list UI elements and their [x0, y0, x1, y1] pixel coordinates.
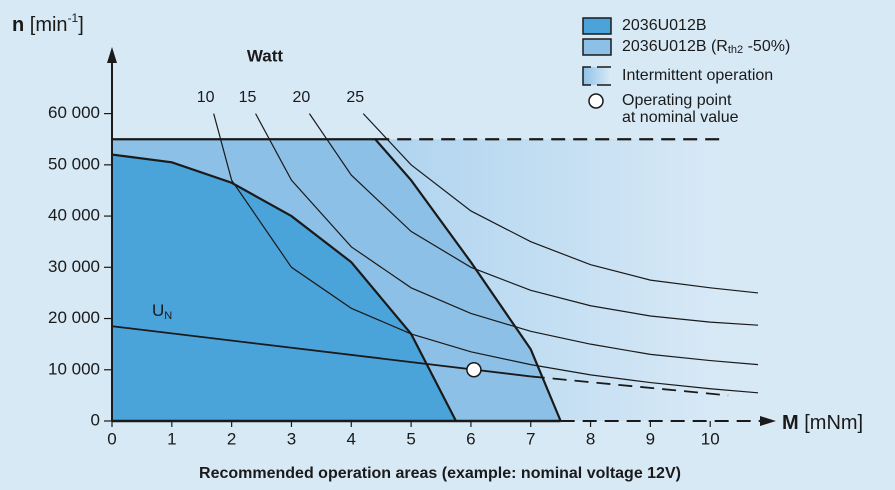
legend-label-part: Intermittent operation [622, 67, 773, 84]
y-tick-label: 40 000 [48, 206, 100, 225]
area [112, 154, 456, 421]
legend-label-part: -50%) [743, 38, 790, 55]
y-tick-label: 60 000 [48, 103, 100, 122]
y-tick-label: 10 000 [48, 359, 100, 378]
legend-label-part: th2 [728, 44, 743, 56]
power-curve [213, 113, 759, 394]
legend-swatch [582, 17, 612, 35]
y-tick-label: 50 000 [48, 154, 100, 173]
power-curve [255, 113, 759, 366]
operating-point [466, 362, 482, 378]
area-boundary [112, 138, 562, 422]
legend-bracket [582, 66, 591, 86]
power-curve [308, 113, 759, 326]
voltage-label-sub: N [164, 310, 172, 322]
x-tick-label: 9 [646, 429, 655, 448]
x-tick-label: 3 [287, 429, 296, 448]
x-axis-label: M [mNm] [782, 412, 863, 434]
legend-label-part: 2036U012B (R [622, 38, 728, 55]
legend-label: at nominal value [622, 109, 739, 126]
voltage-line [111, 325, 531, 378]
y-tick-label: 0 [91, 410, 100, 429]
voltage-line-dashed [530, 375, 729, 397]
x-tick-label: 0 [107, 429, 116, 448]
voltage-label-main: U [152, 302, 164, 321]
x-tick-label: 8 [586, 429, 595, 448]
power-label: Watt [247, 46, 284, 65]
legend-label-part: 2036U012B [622, 17, 707, 34]
x-tick-label: 7 [526, 429, 535, 448]
x-tick-label: 5 [406, 429, 415, 448]
x-tick-label: 2 [227, 429, 236, 448]
voltage-label: UN [152, 302, 172, 322]
legend-label: 2036U012B [622, 17, 707, 34]
x-axis-arrow [760, 416, 776, 426]
legend-label: Intermittent operation [622, 67, 773, 84]
legend-label: Operating point [622, 92, 732, 109]
x-tick-label: 10 [701, 429, 720, 448]
legend-swatch [582, 38, 612, 56]
y-tick-label: 20 000 [48, 308, 100, 327]
x-tick-label: 6 [466, 429, 475, 448]
power-curve-label: 15 [239, 89, 257, 106]
power-curve-label: 10 [197, 89, 215, 106]
y-axis-label: n [min-1] [12, 11, 84, 36]
legend-swatch [583, 67, 611, 85]
power-curve [362, 113, 759, 294]
legend-label: 2036U012B (Rth2 -50%) [622, 38, 790, 56]
caption: Recommended operation areas (example: no… [199, 465, 681, 482]
x-tick-label: 4 [347, 429, 356, 448]
legend-point [588, 93, 604, 109]
power-curve-label: 25 [346, 89, 364, 106]
power-curve-label: 20 [293, 89, 311, 106]
x-tick-label: 1 [167, 429, 176, 448]
y-axis-arrow [107, 47, 117, 63]
y-tick-label: 30 000 [48, 257, 100, 276]
